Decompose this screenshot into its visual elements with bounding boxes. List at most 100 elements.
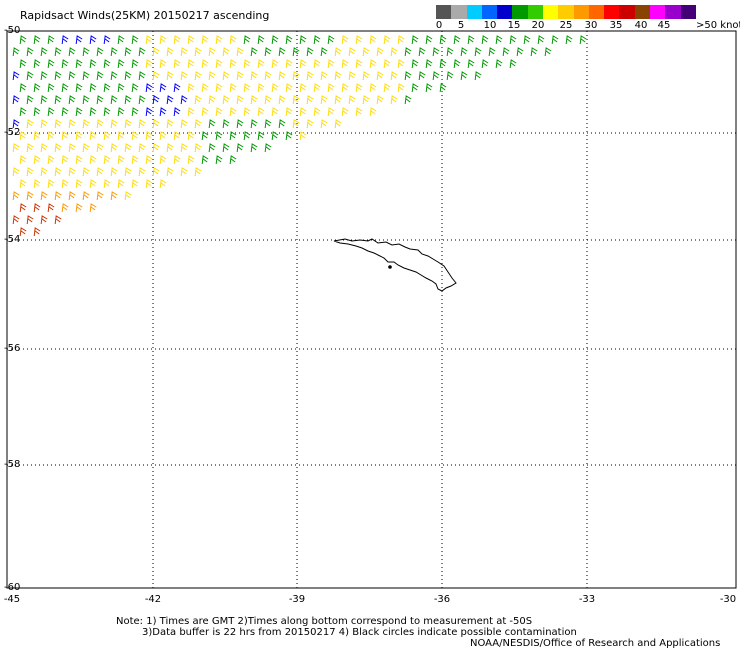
- wind-barb: [222, 47, 230, 57]
- wind-barb: [138, 95, 146, 105]
- wind-barb: [285, 59, 293, 69]
- wind-barb: [103, 59, 111, 69]
- wind-barb: [89, 179, 97, 189]
- wind-barb: [313, 59, 321, 69]
- wind-barb: [404, 71, 412, 81]
- wind-barb: [215, 35, 223, 45]
- wind-barb: [390, 95, 398, 105]
- wind-barb: [40, 95, 48, 105]
- wind-barb: [222, 95, 230, 105]
- wind-barb: [159, 155, 167, 165]
- wind-barb: [110, 191, 118, 201]
- wind-barb: [26, 167, 34, 177]
- wind-barb: [131, 35, 139, 45]
- wind-barb: [320, 47, 328, 57]
- wind-barb: [96, 167, 104, 177]
- wind-barb: [26, 71, 34, 81]
- wind-barb: [124, 47, 132, 57]
- wind-barb: [250, 95, 258, 105]
- wind-barb: [145, 59, 153, 69]
- wind-barb: [271, 35, 279, 45]
- color-swatch: [588, 5, 605, 19]
- wind-barb: [89, 107, 97, 117]
- wind-barb: [334, 119, 342, 129]
- wind-barb: [460, 47, 468, 57]
- wind-barb: [313, 107, 321, 117]
- wind-barb: [215, 155, 223, 165]
- wind-barb: [131, 179, 139, 189]
- wind-barb: [61, 83, 69, 93]
- wind-barb: [152, 143, 160, 153]
- wind-barb: [75, 203, 83, 213]
- wind-barb: [110, 95, 118, 105]
- wind-barb: [61, 35, 69, 45]
- wind-barb: [530, 47, 538, 57]
- latitude-label: -60: [4, 582, 21, 593]
- wind-barb: [159, 131, 167, 141]
- wind-barb: [544, 47, 552, 57]
- wind-barb: [432, 71, 440, 81]
- wind-barb: [264, 119, 272, 129]
- wind-barb: [19, 107, 27, 117]
- wind-barb: [187, 107, 195, 117]
- wind-barb: [47, 35, 55, 45]
- wind-barb: [110, 143, 118, 153]
- wind-barb: [362, 95, 370, 105]
- wind-barb: [425, 83, 433, 93]
- wind-barb: [166, 119, 174, 129]
- wind-barb: [411, 35, 419, 45]
- wind-barb: [82, 119, 90, 129]
- wind-barb: [152, 167, 160, 177]
- wind-barb: [33, 203, 41, 213]
- wind-barb: [12, 191, 20, 201]
- wind-barb: [19, 203, 27, 213]
- wind-barb: [26, 119, 34, 129]
- wind-barb: [299, 131, 307, 141]
- wind-barb: [187, 131, 195, 141]
- wind-barb: [201, 107, 209, 117]
- wind-barb: [222, 143, 230, 153]
- wind-barb: [54, 191, 62, 201]
- wind-barb: [40, 119, 48, 129]
- wind-barb: [173, 59, 181, 69]
- wind-barb: [82, 143, 90, 153]
- wind-barb: [26, 143, 34, 153]
- wind-barb: [124, 191, 132, 201]
- wind-barb: [551, 35, 559, 45]
- wind-barb: [89, 83, 97, 93]
- wind-barb: [166, 143, 174, 153]
- wind-barb: [138, 47, 146, 57]
- color-swatch: [665, 5, 681, 19]
- wind-barb: [271, 59, 279, 69]
- color-swatch: [481, 5, 498, 19]
- wind-barb: [124, 143, 132, 153]
- wind-barb: [257, 35, 265, 45]
- wind-barb: [243, 35, 251, 45]
- wind-barb: [166, 167, 174, 177]
- wind-barb: [12, 143, 20, 153]
- wind-barb: [47, 179, 55, 189]
- color-scale-label: 30: [584, 20, 598, 31]
- wind-barb: [376, 71, 384, 81]
- longitude-label: -39: [288, 594, 306, 605]
- wind-barb: [236, 71, 244, 81]
- wind-barb: [89, 131, 97, 141]
- wind-barb: [488, 47, 496, 57]
- wind-barb: [19, 179, 27, 189]
- wind-barb: [236, 95, 244, 105]
- wind-barb: [117, 83, 125, 93]
- wind-barb: [159, 179, 167, 189]
- wind-barb: [432, 47, 440, 57]
- wind-barb: [19, 83, 27, 93]
- wind-barb: [54, 167, 62, 177]
- wind-barb: [103, 155, 111, 165]
- wind-barb: [257, 131, 265, 141]
- color-scale-label: 0: [435, 20, 443, 31]
- wind-barb: [68, 95, 76, 105]
- wind-barb: [306, 95, 314, 105]
- wind-barb: [103, 179, 111, 189]
- wind-barb: [271, 107, 279, 117]
- longitude-label: -42: [144, 594, 162, 605]
- wind-barb: [383, 35, 391, 45]
- wind-barb: [376, 95, 384, 105]
